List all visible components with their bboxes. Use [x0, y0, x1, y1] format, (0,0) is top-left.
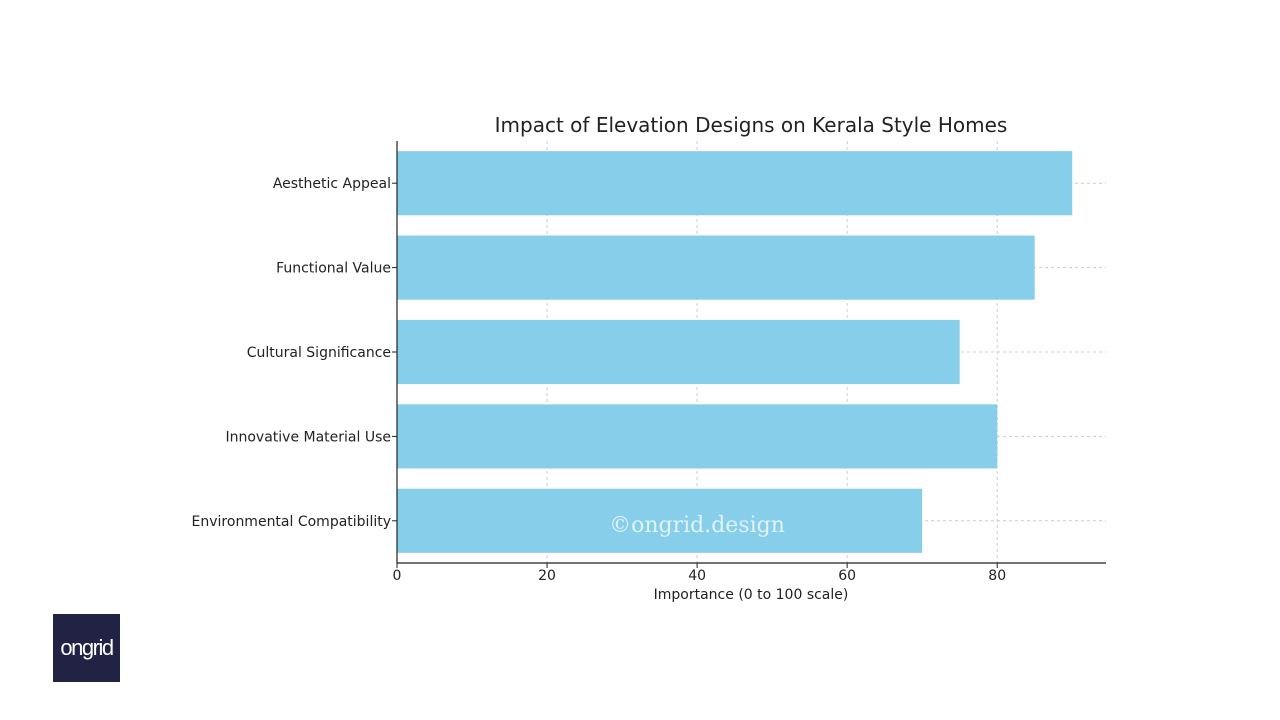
x-tick-label: 40 — [688, 568, 706, 584]
y-tick-label: Cultural Significance — [247, 345, 391, 361]
x-tick-label: 20 — [538, 568, 556, 584]
bar — [397, 319, 960, 385]
y-tick-label: Aesthetic Appeal — [273, 176, 391, 192]
x-tick-label: 80 — [988, 568, 1006, 584]
bar — [397, 404, 998, 469]
chart-title: Impact of Elevation Designs on Kerala St… — [495, 113, 1008, 137]
bar — [397, 151, 1073, 216]
y-tick-label: Functional Value — [276, 261, 391, 277]
ongrid-logo: ongrid — [53, 614, 120, 682]
logo-text: ongrid — [60, 635, 114, 660]
y-tick-label: Environmental Compatibility — [192, 514, 391, 530]
x-tick-label: 60 — [838, 568, 856, 584]
x-tick-label: 0 — [393, 568, 402, 584]
x-axis-label: Importance (0 to 100 scale) — [654, 587, 849, 603]
labels: Aesthetic Appeal Functional Value Cultural… — [192, 176, 1007, 584]
bar — [397, 488, 923, 553]
axes — [392, 141, 1106, 568]
bar — [397, 235, 1035, 300]
y-tick-label: Innovative Material Use — [225, 429, 391, 445]
bars — [397, 151, 1073, 553]
watermark-text: ©ongrid.design — [609, 513, 785, 538]
